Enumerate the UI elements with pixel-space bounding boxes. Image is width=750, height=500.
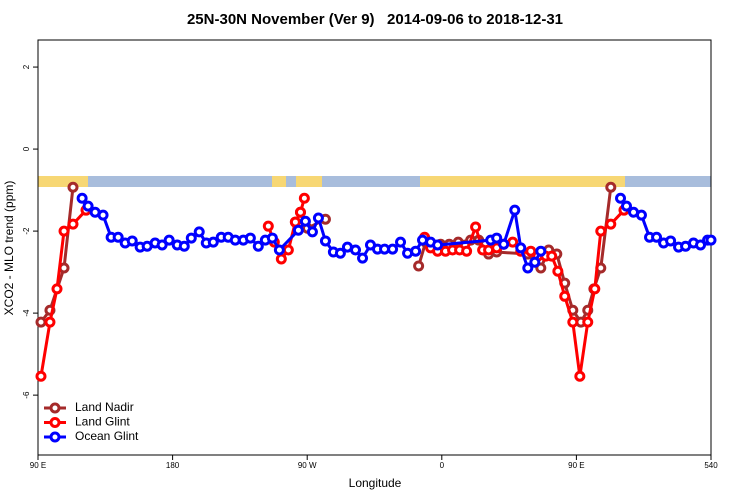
series-point: [432, 239, 444, 251]
series-point: [112, 231, 124, 243]
legend-label: Land Nadir: [75, 400, 134, 414]
series-point: [491, 232, 503, 244]
series-point: [126, 235, 138, 247]
y-axis-label: XCO2 - MLO trend (ppm): [2, 181, 16, 316]
series-point: [582, 316, 594, 328]
series-point: [525, 245, 537, 257]
series-point: [470, 221, 482, 233]
series-point: [535, 245, 547, 257]
series-point: [178, 240, 190, 252]
series-point: [67, 218, 79, 230]
series-point: [185, 232, 197, 244]
series-point: [461, 245, 473, 257]
legend-marker: [49, 431, 61, 443]
series-point: [282, 244, 294, 256]
y-tick-label: 2: [22, 64, 31, 69]
chart-title: 25N-30N November (Ver 9) 2014-09-06 to 2…: [187, 11, 563, 28]
series-point: [97, 209, 109, 221]
series-point: [35, 370, 47, 382]
series-point: [262, 220, 274, 232]
legend-label: Land Glint: [75, 415, 130, 429]
y-tick-label: -4: [22, 309, 31, 317]
x-tick-label: 90 E: [568, 461, 584, 470]
series-point: [292, 224, 304, 236]
x-tick-label: 180: [166, 461, 180, 470]
legend-marker: [49, 402, 61, 414]
series-point: [312, 212, 324, 224]
series-point: [82, 200, 94, 212]
series-point: [76, 192, 88, 204]
legend-marker: [49, 417, 61, 428]
series-point: [273, 244, 285, 256]
series-point: [695, 239, 707, 251]
series-point: [67, 181, 79, 193]
x-tick-label: 540: [704, 461, 718, 470]
series-point: [275, 253, 287, 265]
series-point: [35, 316, 47, 328]
y-tick-label: -2: [22, 227, 31, 235]
series-point: [522, 262, 534, 274]
series-point: [413, 260, 425, 272]
y-tick-label: 0: [22, 146, 31, 151]
series-point: [589, 283, 601, 295]
x-tick-label: 90 E: [30, 461, 46, 470]
land-ocean-strip: [38, 176, 711, 187]
series-point: [529, 256, 541, 268]
series-point: [350, 244, 362, 256]
series-point: [665, 235, 677, 247]
y-tick-label: -6: [22, 391, 31, 399]
series-point: [44, 316, 56, 328]
series-point: [306, 226, 318, 238]
series-point: [193, 226, 205, 238]
series-point: [552, 265, 564, 277]
series-point: [266, 232, 278, 244]
series-point: [509, 204, 521, 216]
series-point: [298, 192, 310, 204]
series-point: [651, 231, 663, 243]
series-point: [334, 247, 346, 259]
series-point: [567, 316, 579, 328]
series-point: [498, 238, 510, 250]
series-point: [605, 218, 617, 230]
series-point: [252, 240, 264, 252]
series-point: [615, 192, 627, 204]
series-point: [244, 232, 256, 244]
series-point: [299, 215, 311, 227]
series-point: [163, 234, 175, 246]
series-point: [546, 250, 558, 262]
series-point: [357, 252, 369, 264]
series-point: [559, 290, 571, 302]
series-point: [51, 283, 63, 295]
series-point: [595, 225, 607, 237]
series-point: [515, 242, 527, 254]
series-point: [705, 234, 717, 246]
series-point: [574, 370, 586, 382]
legend-label: Ocean Glint: [75, 429, 139, 443]
x-tick-label: 0: [440, 461, 445, 470]
series-point: [635, 209, 647, 221]
series-point: [58, 225, 70, 237]
x-axis-label: Longitude: [349, 476, 402, 490]
x-tick-label: 90 W: [298, 461, 317, 470]
series-point: [319, 235, 331, 247]
plot-frame: [37, 39, 712, 456]
series-point: [605, 181, 617, 193]
series-point: [387, 243, 399, 255]
series-point: [507, 236, 519, 248]
series-point: [621, 200, 633, 212]
series-point: [294, 206, 306, 218]
series-point: [207, 236, 219, 248]
series-point: [395, 236, 407, 248]
series-point: [410, 245, 422, 257]
series-point: [156, 239, 168, 251]
